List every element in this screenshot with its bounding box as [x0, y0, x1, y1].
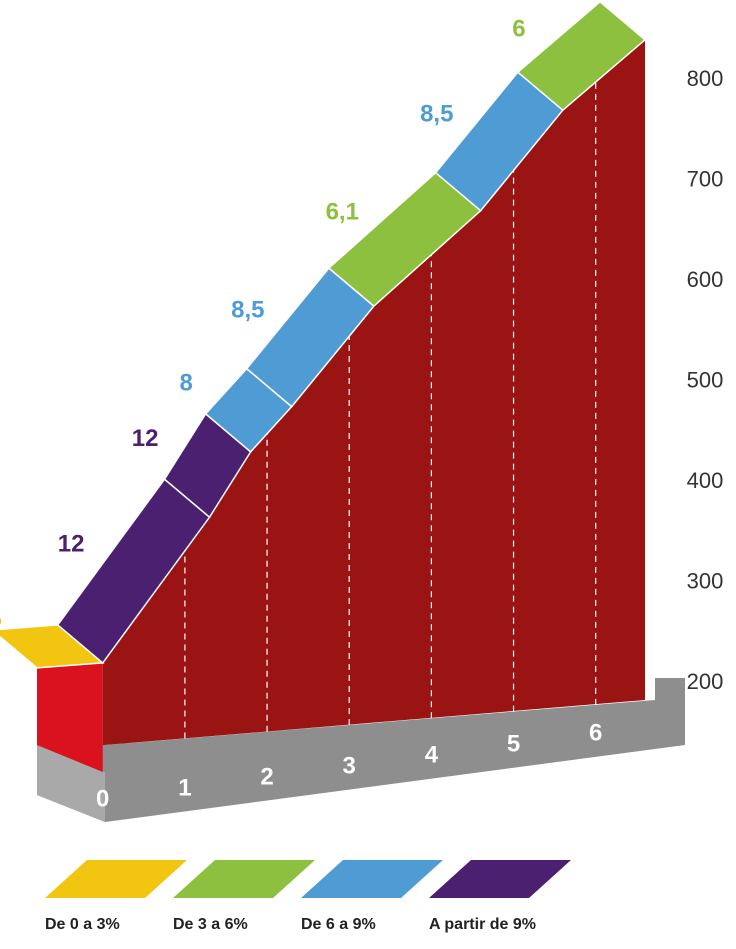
x-tick-label: 4: [425, 741, 439, 768]
gradient-label: 6,1: [326, 199, 359, 226]
legend-label: De 0 a 3%: [45, 916, 120, 933]
legend-label: De 3 a 6%: [173, 916, 248, 933]
legend-swatch: [429, 860, 571, 898]
y-tick-label: 500: [687, 367, 724, 392]
y-tick-label: 800: [687, 66, 724, 91]
start-block: [37, 662, 103, 772]
y-tick-label: 600: [687, 267, 724, 292]
gradient-label: 8,5: [231, 297, 264, 324]
gradient-label: 12: [58, 530, 85, 557]
gradient-label: 6: [512, 15, 525, 42]
profile-area: [102, 39, 645, 746]
legend-label: A partir de 9%: [429, 916, 536, 933]
legend-swatch: [45, 860, 187, 898]
legend-swatch: [301, 860, 443, 898]
legend-label: De 6 a 9%: [301, 916, 376, 933]
y-tick-label: 300: [687, 568, 724, 593]
y-tick-label: 400: [687, 468, 724, 493]
x-tick-label: 6: [589, 719, 602, 746]
x-tick-label: 0: [96, 785, 109, 812]
x-tick-label: 2: [260, 763, 273, 790]
gradient-segment: [516, 0, 647, 112]
x-tick-label: 5: [507, 730, 520, 757]
legend-swatch: [173, 860, 315, 898]
y-tick-label: 700: [687, 166, 724, 191]
gradient-label: 12: [132, 425, 159, 452]
base-front: [37, 745, 105, 822]
y-tick-label: 200: [687, 669, 724, 694]
x-tick-label: 3: [343, 752, 356, 779]
gradient-label: 8: [179, 370, 192, 397]
x-tick-label: 1: [178, 774, 191, 801]
gradient-label: 2,5: [0, 606, 2, 633]
base-slab: [37, 678, 685, 822]
gradient-label: 8,5: [420, 101, 453, 128]
